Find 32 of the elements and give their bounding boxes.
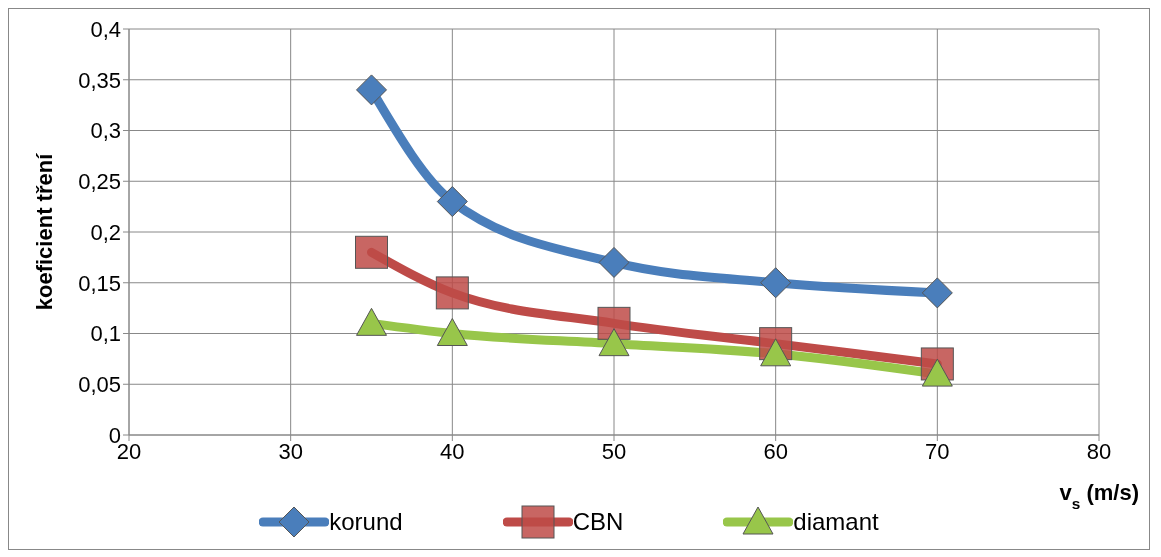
point	[760, 267, 792, 299]
point	[356, 74, 387, 106]
point	[921, 358, 953, 387]
y-tick-label: 0,25	[78, 169, 121, 195]
point	[435, 276, 469, 310]
legend-label: CBN	[572, 508, 624, 536]
y-tick-label: 0,05	[78, 372, 121, 398]
point	[760, 338, 792, 367]
point	[436, 318, 468, 346]
y-tick-label: 0,35	[78, 67, 121, 93]
y-tick-label: 0,15	[78, 270, 121, 296]
x-tick-label: 50	[601, 438, 627, 464]
x-tick-label: 70	[925, 438, 950, 464]
x-tick-label: 30	[278, 438, 303, 464]
y-tick-label: 0,2	[90, 219, 121, 245]
x-tick-label: 60	[763, 438, 788, 464]
point	[921, 277, 953, 309]
legend-label: korund	[329, 508, 403, 536]
y-tick-label: 0,3	[90, 118, 121, 144]
legend-label: diamant	[793, 508, 879, 536]
point	[598, 246, 630, 278]
point	[598, 328, 630, 357]
point	[356, 307, 387, 336]
x-tick-label: 80	[1086, 438, 1112, 464]
point	[436, 186, 468, 218]
x-tick-label: 40	[440, 438, 465, 464]
point	[597, 306, 631, 340]
y-axis-title: koeficient tření	[31, 152, 57, 311]
point	[355, 235, 388, 269]
y-tick-label: 0,1	[90, 321, 121, 347]
x-axis-title: v$_{s}$ (m/s)	[1059, 480, 1139, 512]
y-tick-label: 0,4	[90, 16, 121, 42]
